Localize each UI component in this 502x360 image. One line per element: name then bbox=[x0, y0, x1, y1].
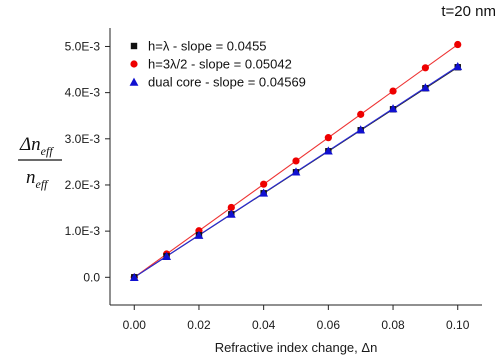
data-point-series-2 bbox=[260, 180, 268, 188]
data-point-series-2 bbox=[454, 40, 462, 49]
data-point-series-3 bbox=[129, 272, 139, 282]
data-point-series-3 bbox=[323, 146, 333, 155]
y-tick-label: 5.0E-3 bbox=[65, 39, 101, 53]
y-tick-label: 3.0E-3 bbox=[65, 132, 101, 146]
y-axis-numerator: Δneff bbox=[19, 134, 54, 158]
y-tick-label: 1.0E-3 bbox=[65, 224, 101, 238]
y-axis-ticks: 0.0 1.0E-3 2.0E-3 3.0E-3 4.0E-3 5.0E-3 bbox=[65, 39, 110, 284]
legend-marker-square bbox=[130, 42, 138, 50]
data-point-series-3 bbox=[226, 209, 236, 218]
y-numerator-symbol: Δn bbox=[19, 134, 41, 155]
data-point-series-3 bbox=[453, 61, 463, 71]
legend-marker-circle bbox=[130, 60, 138, 68]
y-tick-label: 4.0E-3 bbox=[65, 86, 101, 100]
data-point-series-3 bbox=[259, 188, 269, 197]
x-tick-label: 0.06 bbox=[317, 318, 341, 332]
data-point-series-3 bbox=[194, 230, 204, 239]
data-markers bbox=[129, 40, 463, 282]
x-axis-ticks: 0.00 0.02 0.04 0.06 0.08 0.10 bbox=[123, 305, 470, 332]
plot-area: 0.00 0.02 0.04 0.06 0.08 0.10 0.0 1.0E-3 2.0E-3… bbox=[65, 28, 482, 332]
x-tick-label: 0.10 bbox=[446, 318, 470, 332]
x-axis-title: Refractive index change, Δn bbox=[215, 340, 378, 355]
data-point-series-3 bbox=[356, 125, 366, 134]
y-numerator-subscript: eff bbox=[41, 144, 55, 158]
y-denominator-symbol: n bbox=[26, 167, 36, 188]
data-point-series-3 bbox=[388, 104, 398, 113]
y-denominator-subscript: eff bbox=[36, 177, 50, 191]
data-point-series-3 bbox=[420, 83, 430, 92]
data-point-series-2 bbox=[324, 134, 332, 142]
data-point-series-3 bbox=[291, 167, 301, 176]
y-axis-denominator: neff bbox=[26, 167, 49, 191]
legend-entry-label: h=3λ/2 - slope = 0.05042 bbox=[148, 57, 292, 72]
x-tick-label: 0.08 bbox=[381, 318, 405, 332]
x-tick-label: 0.04 bbox=[252, 318, 276, 332]
y-tick-label: 0.0 bbox=[83, 270, 100, 284]
data-point-series-2 bbox=[357, 110, 365, 118]
thickness-annotation: t=20 nm bbox=[441, 3, 496, 20]
y-axis-title: Δneff neff bbox=[18, 134, 62, 191]
data-point-series-2 bbox=[227, 203, 235, 212]
legend: h=λ - slope = 0.0455 h=3λ/2 - slope = 0.0… bbox=[129, 39, 306, 90]
x-tick-label: 0.00 bbox=[123, 318, 147, 332]
x-tick-label: 0.02 bbox=[187, 318, 211, 332]
y-tick-label: 2.0E-3 bbox=[65, 178, 101, 192]
data-point-series-2 bbox=[421, 64, 429, 72]
data-point-series-2 bbox=[292, 157, 300, 165]
legend-marker-triangle bbox=[129, 77, 139, 86]
data-point-series-3 bbox=[162, 251, 172, 260]
legend-entry-label: dual core - slope = 0.04569 bbox=[148, 75, 306, 90]
legend-entry-label: h=λ - slope = 0.0455 bbox=[148, 39, 267, 54]
data-point-series-2 bbox=[389, 87, 397, 95]
